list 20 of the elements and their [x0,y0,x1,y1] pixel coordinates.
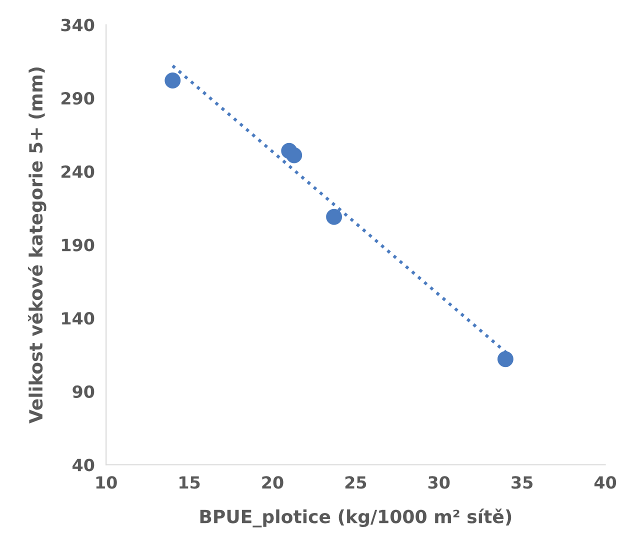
x-tick-label: 40 [594,476,616,489]
y-tick-label: 340 [61,18,94,32]
y-tick-label: 40 [72,458,94,472]
point [326,208,342,225]
point [286,147,302,164]
y-axis-title: Velikost věkové kategorie 5+ (mm) [28,68,46,424]
point [164,72,181,88]
x-tick-label: 20 [262,476,284,489]
y-tick-label: 190 [62,238,94,252]
y-tick-label: 140 [62,312,94,325]
x-axis-title: BPUE_plotice (kg/1000 m² sítě) [200,508,512,528]
y-tick-label: 240 [62,165,94,178]
y-tick-label: 290 [62,92,94,105]
x-tick-label: 35 [512,476,533,489]
x-tick-label: 30 [428,476,450,489]
point [497,351,514,368]
x-tick-label: 25 [345,476,366,489]
x-tick-label: 15 [180,476,200,489]
x-tick-label: 10 [96,476,117,489]
y-tick-label: 90 [72,385,94,398]
